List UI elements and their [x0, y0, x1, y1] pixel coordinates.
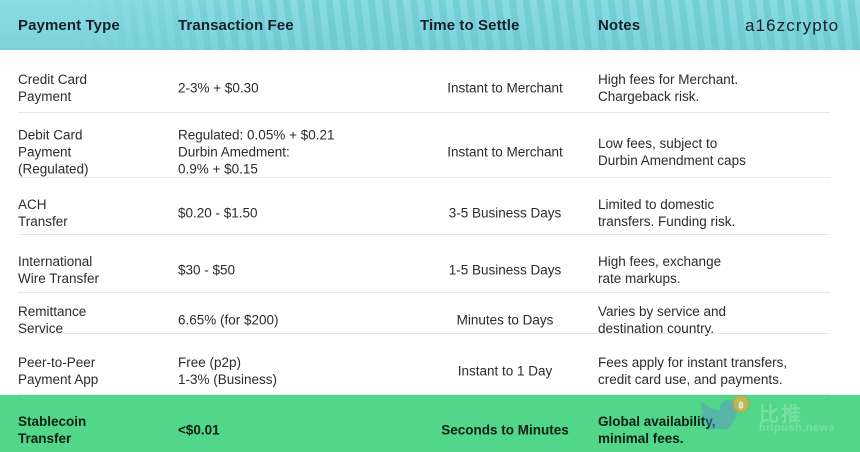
svg-text:฿: ฿ — [738, 400, 744, 410]
